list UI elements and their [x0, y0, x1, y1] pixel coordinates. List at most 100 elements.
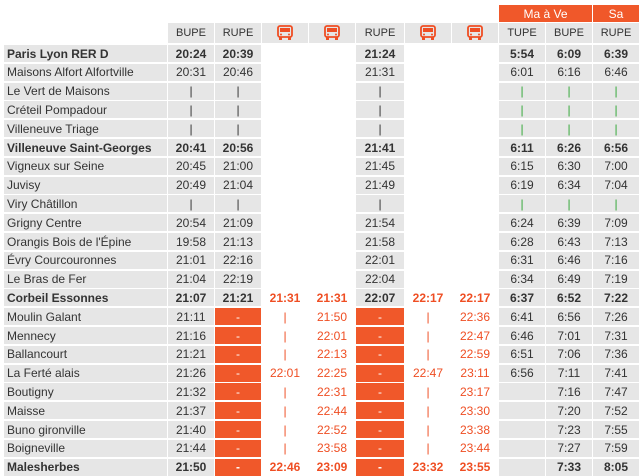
bus-icon — [309, 23, 355, 43]
station-name: Boutigny — [4, 383, 167, 401]
bus-icon — [405, 23, 451, 43]
time-cell — [405, 214, 451, 232]
table-row: Juvisy 20:49 21:04 21:49 6:19 6:34 7:04 — [4, 176, 640, 194]
station-name: Malesherbes — [4, 458, 167, 476]
time-cell: | — [262, 383, 308, 401]
time-cell — [499, 458, 545, 476]
time-cell: 23:09 — [309, 458, 355, 476]
time-cell: 7:55 — [593, 421, 639, 438]
station-name: Corbeil Essonnes — [4, 289, 167, 307]
time-cell: 22:01 — [262, 364, 308, 382]
time-cell: 21:07 — [168, 289, 214, 307]
time-cell — [405, 251, 451, 269]
time-cell — [452, 195, 498, 213]
table-row: Le Bras de Fer 21:04 22:19 22:04 6:34 6:49 7:1… — [4, 270, 640, 288]
time-cell: 19:58 — [168, 233, 214, 250]
time-cell: 6:16 — [546, 63, 592, 81]
time-cell: 21:04 — [215, 176, 261, 194]
time-cell — [309, 176, 355, 194]
time-cell: 6:28 — [499, 233, 545, 250]
time-cell — [309, 139, 355, 156]
time-cell: | — [593, 120, 639, 138]
station-name: Maisons Alfort Alfortville — [4, 63, 167, 81]
time-cell — [405, 195, 451, 213]
time-cell: | — [168, 120, 214, 138]
time-cell — [262, 101, 308, 119]
time-cell — [452, 139, 498, 156]
time-cell: | — [405, 402, 451, 420]
time-cell — [405, 120, 451, 138]
time-cell — [499, 439, 545, 457]
time-cell: 6:52 — [546, 289, 592, 307]
time-cell — [499, 421, 545, 438]
time-cell: 7:09 — [593, 214, 639, 232]
station-name: Juvisy — [4, 176, 167, 194]
time-cell — [309, 63, 355, 81]
bus-icon — [262, 23, 308, 43]
table-row: Moulin Galant 21:11- | 21:50- | 22:36 6:41 6:56… — [4, 308, 640, 326]
time-cell — [262, 214, 308, 232]
time-cell: | — [356, 101, 404, 119]
table-row: Maisons Alfort Alfortville 20:31 20:46 21:3… — [4, 63, 640, 81]
time-cell: - — [215, 458, 261, 476]
time-cell: | — [215, 101, 261, 119]
time-cell: 20:31 — [168, 63, 214, 81]
time-cell: 21:49 — [356, 176, 404, 194]
time-cell: 6:26 — [546, 139, 592, 156]
station-name: Buno gironville — [4, 421, 167, 438]
station-name: Villeneuve Saint-Georges — [4, 139, 167, 156]
time-cell: 6:51 — [499, 345, 545, 363]
time-cell — [452, 82, 498, 100]
period-weekdays: Ma à Ve — [499, 5, 592, 22]
time-cell: 20:46 — [215, 63, 261, 81]
time-cell: - — [215, 421, 261, 438]
time-cell: 22:16 — [215, 251, 261, 269]
time-cell: | — [215, 195, 261, 213]
time-cell: 22:13 — [309, 345, 355, 363]
time-cell: - — [356, 364, 404, 382]
time-cell — [262, 157, 308, 175]
time-cell: 8:05 — [593, 458, 639, 476]
time-cell: | — [262, 308, 308, 326]
time-cell: 23:11 — [452, 364, 498, 382]
time-cell — [309, 195, 355, 213]
time-cell — [262, 82, 308, 100]
station-name: Grigny Centre — [4, 214, 167, 232]
service-code-header: RUPE — [356, 23, 404, 43]
time-cell: | — [215, 82, 261, 100]
time-cell: 21:21 — [215, 289, 261, 307]
time-cell — [499, 402, 545, 420]
station-name: Mennecy — [4, 327, 167, 344]
table-row: Maisse 21:37- | 22:44- | 23:30 7:20 7:52 — [4, 402, 640, 420]
time-cell — [309, 45, 355, 62]
time-cell: 6:34 — [546, 176, 592, 194]
time-cell: 6:43 — [546, 233, 592, 250]
time-cell — [452, 120, 498, 138]
time-cell: 22:01 — [356, 251, 404, 269]
station-name: Créteil Pompadour — [4, 101, 167, 119]
time-cell: 22:07 — [356, 289, 404, 307]
time-cell: | — [499, 195, 545, 213]
time-cell: 7:41 — [593, 364, 639, 382]
time-cell — [452, 233, 498, 250]
time-cell — [405, 63, 451, 81]
service-code-header: TUPE — [499, 23, 545, 43]
time-cell — [405, 45, 451, 62]
time-cell: 20:54 — [168, 214, 214, 232]
time-cell: 20:41 — [168, 139, 214, 156]
time-cell: 22:46 — [262, 458, 308, 476]
time-cell: - — [356, 308, 404, 326]
time-cell: 6:09 — [546, 45, 592, 62]
time-cell: 21:37 — [168, 402, 214, 420]
table-row: Villeneuve Triage | | | | | | — [4, 120, 640, 138]
time-cell: | — [499, 82, 545, 100]
time-cell: 7:13 — [593, 233, 639, 250]
time-cell: 6:46 — [499, 327, 545, 344]
time-cell — [309, 157, 355, 175]
time-cell — [262, 195, 308, 213]
table-row: Paris Lyon RER D 20:24 20:39 21:24 5:54 6:09 6… — [4, 45, 640, 62]
time-cell: 7:23 — [546, 421, 592, 438]
time-cell: | — [546, 101, 592, 119]
time-cell — [405, 176, 451, 194]
table-row: Malesherbes 21:50-22:46 23:09-23:32 23:55 7:… — [4, 458, 640, 476]
